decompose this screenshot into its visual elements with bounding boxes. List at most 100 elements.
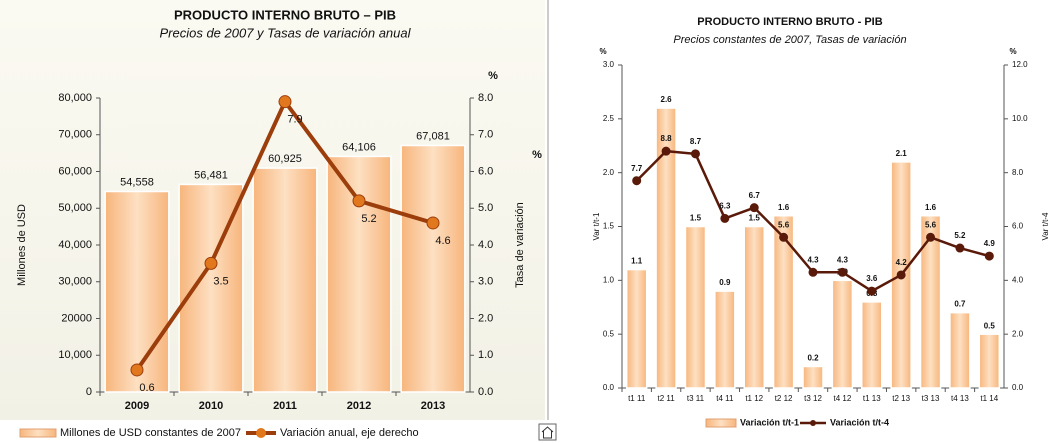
line-value-label: 4.9 [984,239,996,248]
home-icon-glyph[interactable] [541,426,554,439]
legend-marker [256,428,266,438]
line-marker [130,363,144,377]
line-value-label: 5.6 [778,220,790,229]
x-tick-label: 2010 [199,400,223,412]
y-tick-label: 60,000 [58,165,92,177]
y2-unit: % [488,70,498,82]
bar [949,311,971,389]
y2-tick-label: 0.0 [1012,383,1024,392]
y-tick-label: 30,000 [58,276,92,288]
legend-swatch [19,428,57,438]
bar [772,214,795,389]
legend-swatch [705,418,737,428]
y2-axis-title: Var t/t-4 [1041,212,1050,240]
line-value-label: 7.9 [287,114,302,126]
line-value-label: 3.5 [213,275,228,287]
y-tick-label: 2.5 [603,114,615,123]
line-marker [690,149,700,159]
x-tick-label: t2 12 [775,394,793,403]
line-value-label: 8.8 [661,134,673,143]
y-tick-label: 0 [86,386,92,398]
y-tick-label: 1.0 [603,275,615,284]
y2-tick-label: 0.0 [478,386,493,398]
line-marker [984,251,994,261]
y-axis-title: Var t/t-1 [592,212,601,240]
chart-subtitle: Precios constantes de 2007, Tasas de var… [673,34,906,46]
bar [743,225,765,389]
y2-tick-label: 12.0 [1012,60,1028,69]
x-tick-label: 2009 [125,400,149,412]
line-value-label: 8.7 [690,137,702,146]
line-value-label: 4.3 [807,255,819,264]
bar-value-label: 0.5 [984,321,996,330]
x-tick-label: t3 12 [804,394,822,403]
line-marker [204,256,218,270]
line-marker [808,267,818,277]
line-value-label: 4.6 [435,235,450,247]
line-value-label: 6.3 [719,202,731,211]
legend-marker [810,420,816,426]
bar [802,365,824,389]
x-tick-label: t1 13 [863,394,881,403]
line-marker [278,95,292,109]
bar-value-label: 2.1 [896,149,908,158]
line-marker [426,216,440,230]
legend-label: Variación t/t-4 [830,417,889,427]
x-tick-label: t1 12 [745,394,763,403]
x-tick-label: t4 12 [833,394,851,403]
chart-title: PRODUCTO INTERNO BRUTO – PIB [174,7,396,22]
y2-axis-title: Tasa de variación [514,202,526,288]
bar [252,167,318,393]
y-tick-label: 80,000 [58,92,92,104]
y2-tick-label: 8.0 [478,92,493,104]
x-tick-label: t4 13 [951,394,969,403]
line-value-label: 6.7 [749,191,761,200]
bar [326,155,392,393]
bar [684,225,707,389]
bar-value-label: 56,481 [194,169,228,181]
y2-tick-label: 7.0 [478,129,493,141]
line-marker [720,213,730,223]
chart-title: PRODUCTO INTERNO BRUTO - PIB [697,16,882,28]
x-tick-label: t3 13 [922,394,940,403]
y2-unit: % [1009,47,1016,56]
bar-value-label: 0.9 [719,278,731,287]
y-tick-label: 20000 [61,312,92,324]
bar [104,190,170,393]
y-tick-label: 1.5 [603,222,615,231]
y2-tick-label: 2.0 [478,312,493,324]
x-tick-label: t3 11 [687,394,705,403]
legend-label: Variación t/t-1 [740,417,799,427]
y2-tick-label: 8.0 [1012,168,1024,177]
home-icon[interactable] [538,423,557,441]
y-tick-label: 0.0 [603,383,615,392]
y-tick-label: 2.0 [603,168,615,177]
bar-value-label: 60,925 [268,153,302,165]
bar [861,301,883,389]
bar [831,279,854,389]
y-tick-label: 40,000 [58,239,92,251]
y2-tick-label: 3.0 [478,276,493,288]
legend-label: Variación anual, eje derecho [280,427,419,439]
y-tick-label: 70,000 [58,129,92,141]
line-value-label: 7.7 [631,164,643,173]
y-axis-title: Millones de USD [16,204,28,286]
bar-value-label: 0.2 [807,354,819,363]
line-marker [779,232,789,242]
bar [400,144,466,393]
chart-subtitle: Precios de 2007 y Tasas de variación anu… [159,25,411,40]
line-marker [955,243,965,253]
x-tick-label: t4 11 [716,394,734,403]
x-tick-label: t1 14 [980,394,998,403]
bar [919,214,942,389]
y2-tick-label: 6.0 [1012,222,1024,231]
bar-value-label: 2.6 [661,95,673,104]
line-value-label: 5.6 [925,220,937,229]
line-value-label: 4.2 [896,258,908,267]
line-value-label: 3.6 [866,274,878,283]
chart-right: PRODUCTO INTERNO BRUTO - PIB Precios cons… [592,16,1050,428]
y-unit: % [599,47,606,56]
line-marker [661,146,671,156]
